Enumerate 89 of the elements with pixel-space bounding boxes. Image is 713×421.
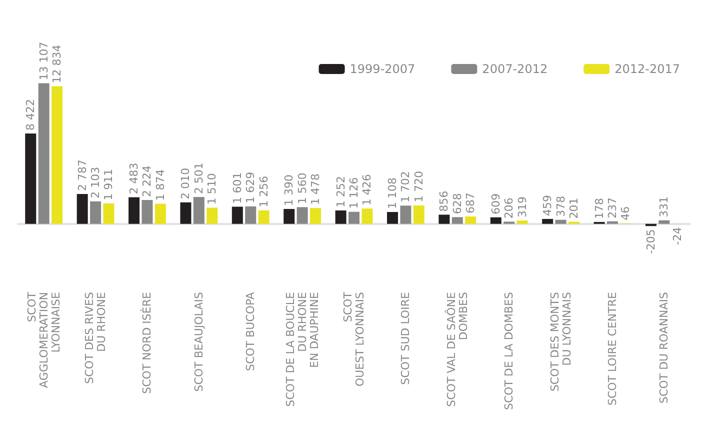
bar	[245, 206, 256, 224]
data-label: 1 252	[334, 176, 348, 208]
bar	[452, 217, 463, 224]
x-tick-label: SCOT AGGLOMERATION LYONNAISE	[25, 292, 62, 388]
data-label: 1 510	[206, 173, 219, 205]
data-label: 1 560	[296, 172, 309, 204]
legend-label: 2012-2017	[614, 62, 680, 76]
data-label: 1 911	[102, 168, 116, 200]
x-tick-label: SCOT BUCOPA	[244, 292, 258, 371]
data-label: 8 422	[24, 99, 38, 131]
bar	[386, 212, 398, 224]
data-label: 178	[592, 198, 606, 219]
bar	[400, 206, 412, 224]
data-label: 856	[438, 190, 451, 212]
bar	[154, 204, 166, 224]
bar	[258, 210, 270, 224]
x-tick-label: SCOT DES RIVES DU RHONE	[83, 292, 108, 384]
bar	[284, 208, 295, 224]
data-label: 1 390	[282, 174, 296, 206]
bar	[542, 218, 554, 224]
data-label: 1 874	[154, 169, 167, 201]
bar	[25, 134, 36, 224]
x-tick-label: SCOT OUEST LYONNAIS	[342, 292, 366, 387]
bar	[193, 197, 204, 224]
legend-label: 2007-2012	[482, 62, 548, 76]
data-label: 1 629	[244, 172, 258, 204]
bar	[76, 194, 88, 224]
bar	[438, 214, 450, 224]
data-label: 201	[567, 198, 580, 219]
bar	[206, 208, 218, 224]
data-label: 2 501	[192, 162, 206, 194]
bar	[296, 207, 308, 224]
x-tick-label: SCOT VAL DE SAÔNE DOMBES	[444, 292, 470, 407]
bar	[38, 83, 50, 224]
bar	[465, 216, 476, 224]
bar	[103, 203, 114, 224]
bar	[490, 217, 502, 224]
bar	[335, 210, 346, 224]
data-label: 13 107	[37, 42, 50, 80]
data-label: 1 256	[257, 176, 270, 208]
x-tick-label: SCOT DE LA BOUCLE DU RHONE EN DAUPHINE	[284, 292, 321, 407]
data-label: 2 103	[89, 166, 102, 198]
data-label: 46	[619, 206, 632, 220]
bar	[516, 220, 528, 224]
data-label: 609	[489, 193, 502, 214]
data-label: 378	[554, 196, 568, 217]
data-label: 1 702	[399, 171, 412, 203]
bar	[90, 201, 102, 224]
x-tick-label: SCOT NORD ISÈRE	[140, 292, 154, 394]
data-label: 1 601	[230, 172, 244, 204]
bar	[658, 220, 670, 224]
data-label: 1 426	[360, 174, 374, 206]
data-label: 459	[541, 194, 554, 216]
data-label: 2 787	[76, 159, 89, 191]
x-tick-label: SCOT DU ROANNAIS	[658, 292, 671, 404]
bar	[606, 221, 618, 224]
x-tick-label: SCOT DES MONTS DU LYONNAIS	[548, 292, 574, 392]
data-label: 687	[464, 192, 478, 214]
data-label: 331	[658, 196, 671, 218]
data-label: 12 834	[50, 44, 64, 84]
bar	[348, 212, 360, 224]
data-label: 1 126	[348, 177, 360, 209]
bar	[180, 202, 192, 224]
x-tick-label: SCOT DE LA DOMBES	[502, 292, 516, 410]
bar	[413, 205, 424, 224]
data-label: 1 478	[309, 174, 322, 206]
x-tick-label: SCOT SUD LOIRE	[399, 292, 412, 385]
data-label: 2 010	[179, 168, 192, 200]
data-label: 319	[516, 196, 529, 218]
bar	[645, 224, 656, 226]
data-label: -205	[644, 229, 658, 254]
data-label: 2 483	[128, 162, 141, 194]
legend-label: 1999-2007	[350, 62, 416, 76]
data-label: 1 720	[412, 170, 426, 202]
x-tick-label: SCOT BEAUJOLAIS	[192, 292, 206, 392]
x-tick-label: SCOT LOIRE CENTRE	[606, 292, 619, 406]
bar	[310, 208, 322, 224]
bar	[232, 206, 243, 224]
bar	[128, 197, 140, 224]
data-label: 237	[606, 197, 619, 218]
bar	[142, 200, 153, 224]
data-label: 628	[450, 193, 464, 214]
data-label: 2 224	[140, 166, 154, 198]
data-label: 1 108	[386, 177, 399, 209]
bar	[362, 208, 373, 224]
data-label: -24	[670, 227, 684, 246]
bar	[555, 220, 566, 224]
data-label: 206	[502, 198, 516, 219]
bar	[52, 86, 63, 224]
